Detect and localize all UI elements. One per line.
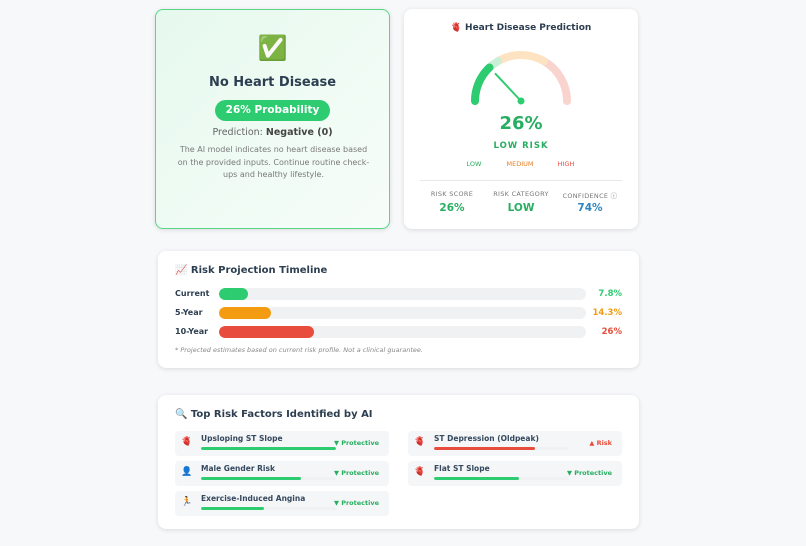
factor-name: Flat ST Slope	[434, 464, 490, 473]
risk-factors-title: 🔍 Top Risk Factors Identified by AI	[175, 409, 373, 420]
stat-label: RISK CATEGORY	[493, 190, 549, 198]
bar	[219, 326, 315, 338]
stat-value: 26%	[439, 202, 465, 214]
row-label: 5-Year	[175, 308, 203, 317]
factor-track	[201, 477, 336, 480]
factor-icon: 🫀	[414, 437, 426, 447]
gauge	[471, 51, 571, 105]
row-label: Current	[175, 289, 210, 298]
factor-tag: ▲ Risk	[589, 439, 612, 447]
timeline-title: 📈 Risk Projection Timeline	[175, 265, 328, 276]
factor-bar	[434, 477, 520, 480]
risk-factors-card: 🔍 Top Risk Factors Identified by AI 🫀 Ups…	[158, 395, 639, 529]
row-label: 10-Year	[175, 327, 209, 336]
bar	[219, 288, 248, 300]
risk-level: LOW RISK	[493, 141, 549, 151]
factor-bar	[434, 447, 536, 450]
gauge-card: 🫀 Heart Disease Prediction 26% LOW RISK …	[404, 9, 638, 229]
scale-label: HIGH	[557, 160, 575, 168]
description: The AI model indicates no heart disease …	[177, 145, 370, 179]
prediction-value: Negative (0)	[265, 127, 333, 138]
factor-name: Male Gender Risk	[201, 464, 275, 473]
prediction-label: Prediction:	[212, 127, 263, 138]
scale-label: MEDIUM	[506, 160, 534, 168]
factor-bar	[201, 507, 265, 510]
timeline-note: * Projected estimates based on current r…	[175, 346, 423, 354]
factor-name: ST Depression (Oldpeak)	[434, 434, 539, 443]
row-value: 7.8%	[598, 289, 622, 299]
factor-icon: 🏃	[181, 497, 193, 507]
gauge-medium-zone	[494, 51, 548, 66]
factor-bar	[201, 477, 301, 480]
bar-track	[219, 307, 586, 319]
gauge-high-zone	[540, 57, 571, 105]
probability-badge: 26% Probability	[214, 100, 331, 121]
risk-factor: 🏃 Exercise-Induced Angina ▼ Protective	[175, 491, 389, 516]
risk-factor: 🫀 Upsloping ST Slope ▼ Protective	[175, 431, 389, 456]
result-title: No Heart Disease	[208, 75, 337, 90]
factor-track	[434, 447, 569, 450]
factor-tag: ▼ Protective	[333, 469, 379, 477]
gauge-value: 26%	[499, 113, 543, 134]
factor-tag: ▼ Protective	[333, 439, 379, 447]
factor-tag: ▼ Protective	[333, 499, 379, 507]
prediction: Prediction: Negative (0)	[156, 127, 389, 138]
factor-name: Upsloping ST Slope	[201, 434, 283, 443]
factor-track	[201, 447, 336, 450]
stat-label: CONFIDENCE ⓘ	[562, 192, 618, 200]
timeline-card: 📈 Risk Projection Timeline Current 7.8% 5-…	[158, 251, 639, 368]
factor-track	[201, 507, 336, 510]
factor-icon: 👤	[181, 467, 193, 477]
factor-icon: 🫀	[414, 467, 426, 477]
row-value: 26%	[601, 327, 622, 337]
factor-name: Exercise-Induced Angina	[201, 494, 306, 503]
scale-label: LOW	[466, 160, 482, 168]
result-icon: ✅	[257, 34, 288, 62]
factor-track	[434, 477, 569, 480]
result-card: ✅ No Heart Disease 26% Probability Predi…	[155, 9, 390, 229]
bar-track	[219, 326, 586, 338]
risk-factor: 🫀 ST Depression (Oldpeak) ▲ Risk	[408, 431, 622, 456]
factor-icon: 🫀	[181, 437, 193, 447]
risk-factor-grid: 🫀 Upsloping ST Slope ▼ Protective 🫀 ST Depre…	[175, 431, 622, 516]
risk-factor: 🫀 Flat ST Slope ▼ Protective	[408, 461, 622, 486]
gauge-hub	[517, 97, 525, 105]
gauge-fill	[471, 63, 494, 105]
risk-factor: 👤 Male Gender Risk ▼ Protective	[175, 461, 389, 486]
gauge-title: 🫀 Heart Disease Prediction	[450, 23, 592, 33]
divider	[420, 180, 622, 181]
stat-label: RISK SCORE	[430, 190, 474, 198]
stat-value: LOW	[507, 202, 535, 214]
gauge-needle	[494, 72, 522, 102]
factor-bar	[201, 447, 336, 450]
stat-value: 74%	[577, 202, 603, 214]
bar	[219, 307, 272, 319]
factor-tag: ▼ Protective	[566, 469, 612, 477]
badge-row: 26% Probability	[156, 98, 389, 121]
row-value: 14.3%	[592, 308, 623, 318]
bar-track	[219, 288, 586, 300]
